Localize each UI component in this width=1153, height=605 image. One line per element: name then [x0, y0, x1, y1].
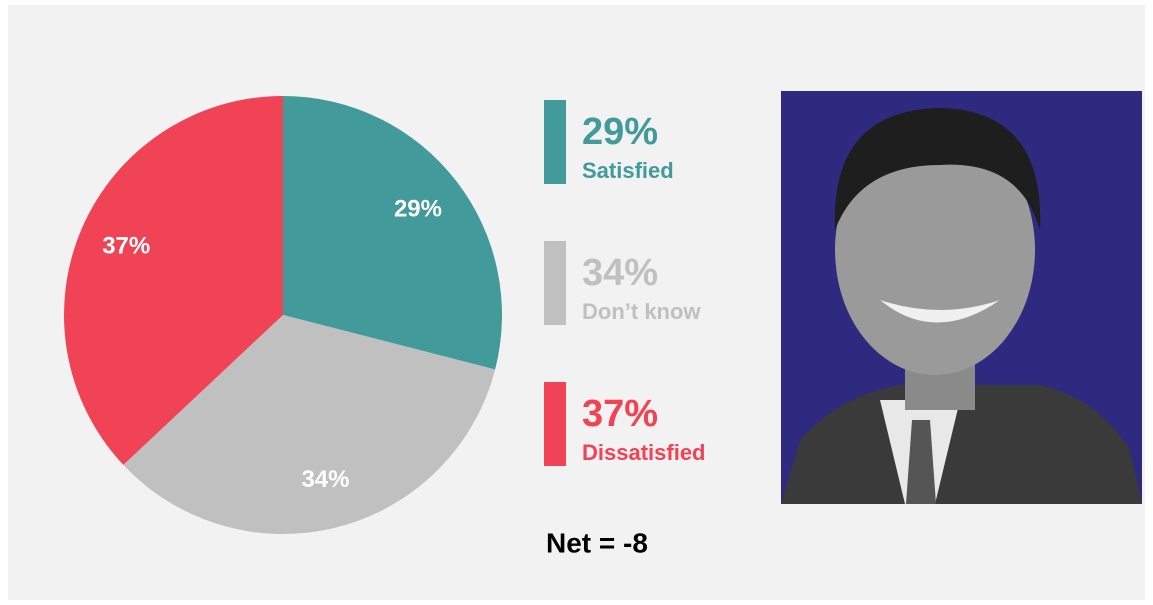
pie: 29% 34% 37% [64, 96, 502, 534]
legend-label: Dissatisfied [582, 440, 706, 465]
legend-swatch [544, 241, 566, 325]
legend-swatch [544, 100, 566, 184]
slice-label: 29% [394, 196, 442, 223]
net-annotation: Net = -8 [546, 527, 648, 558]
legend-swatch [544, 382, 566, 466]
legend-label: Satisfied [582, 158, 674, 183]
page: {"chart_data": {"type": "pie", "categori… [0, 0, 1153, 605]
legend-value: 34% [582, 252, 658, 294]
legend-label: Don’t know [582, 299, 701, 324]
legend-value: 37% [582, 393, 658, 435]
chart: 29% 34% 37% 29% Satisfied 34% Don’t know 37% Di… [0, 0, 1153, 605]
slice-label: 37% [102, 233, 150, 260]
legend-value: 29% [582, 111, 658, 153]
slice-label: 34% [301, 466, 349, 493]
photo [781, 91, 1142, 504]
